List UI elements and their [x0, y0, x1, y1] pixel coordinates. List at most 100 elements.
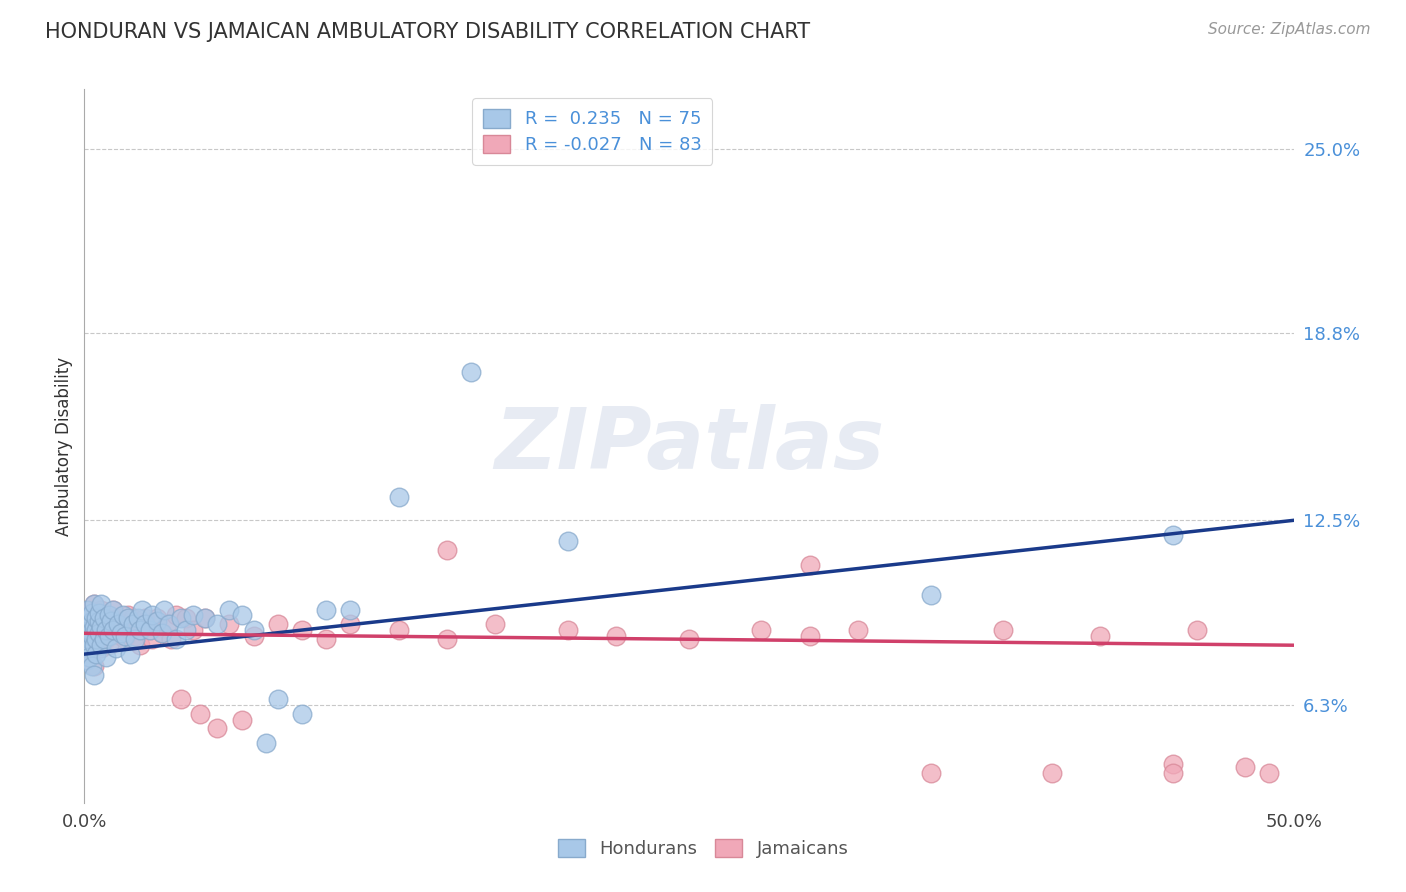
Point [207, 617, 229, 632]
Point [77, 624, 100, 638]
Point [86, 632, 108, 647]
Point [76, 653, 98, 667]
Point [94, 624, 117, 638]
Point [100, 615, 122, 629]
Point [150, 626, 173, 640]
Point [93, 626, 115, 640]
Point [80, 629, 103, 643]
Legend: R =  0.235   N = 75, R = -0.027   N = 83: R = 0.235 N = 75, R = -0.027 N = 83 [472, 98, 713, 165]
Point [165, 632, 187, 647]
Point [107, 617, 129, 632]
Point [231, 713, 253, 727]
Point [77, 641, 100, 656]
Point [77, 650, 100, 665]
Point [150, 626, 173, 640]
Point [460, 365, 482, 379]
Point [94, 650, 117, 665]
Point [87, 608, 110, 623]
Point [194, 611, 217, 625]
Point [291, 706, 314, 721]
Point [1161, 766, 1184, 780]
Point [141, 632, 163, 647]
Point [155, 617, 177, 632]
Point [218, 617, 240, 632]
Point [436, 543, 458, 558]
Point [141, 608, 163, 623]
Point [194, 611, 217, 625]
Point [920, 766, 942, 780]
Point [87, 626, 110, 640]
Point [86, 611, 108, 625]
Point [157, 617, 180, 632]
Point [121, 617, 143, 632]
Point [315, 632, 337, 647]
Point [120, 647, 142, 661]
Point [799, 629, 821, 643]
Point [165, 608, 187, 623]
Point [90, 641, 112, 656]
Point [90, 624, 112, 638]
Text: Source: ZipAtlas.com: Source: ZipAtlas.com [1208, 22, 1371, 37]
Point [76, 632, 98, 647]
Point [388, 490, 411, 504]
Point [83, 638, 105, 652]
Point [799, 558, 821, 572]
Point [242, 629, 264, 643]
Point [76, 626, 98, 640]
Point [190, 706, 212, 721]
Point [77, 602, 100, 616]
Point [80, 615, 103, 629]
Point [80, 629, 103, 643]
Point [94, 611, 117, 625]
Point [993, 624, 1015, 638]
Point [83, 668, 105, 682]
Point [76, 617, 98, 632]
Point [129, 638, 152, 652]
Point [131, 602, 153, 616]
Point [267, 691, 290, 706]
Point [134, 611, 156, 625]
Point [605, 629, 627, 643]
Point [86, 624, 108, 638]
Point [97, 629, 120, 643]
Point [90, 597, 112, 611]
Point [97, 638, 120, 652]
Point [80, 659, 103, 673]
Point [110, 626, 132, 640]
Point [100, 615, 122, 629]
Point [77, 650, 100, 665]
Point [83, 597, 105, 611]
Point [181, 608, 204, 623]
Point [87, 632, 110, 647]
Point [76, 602, 98, 616]
Point [218, 602, 240, 616]
Point [77, 617, 100, 632]
Point [103, 602, 125, 616]
Point [1040, 766, 1063, 780]
Point [129, 624, 152, 638]
Point [80, 606, 103, 620]
Point [87, 606, 110, 620]
Point [90, 602, 112, 616]
Point [181, 624, 204, 638]
Point [107, 611, 129, 625]
Point [121, 611, 143, 625]
Point [920, 588, 942, 602]
Point [138, 624, 160, 638]
Point [1258, 766, 1281, 780]
Point [112, 608, 135, 623]
Point [104, 624, 127, 638]
Point [93, 611, 115, 625]
Point [93, 632, 115, 647]
Point [83, 597, 105, 611]
Point [484, 617, 506, 632]
Point [1161, 528, 1184, 542]
Point [153, 602, 176, 616]
Point [134, 617, 156, 632]
Point [146, 615, 169, 629]
Point [846, 624, 869, 638]
Point [83, 638, 105, 652]
Point [83, 617, 105, 632]
Point [751, 624, 773, 638]
Point [678, 632, 700, 647]
